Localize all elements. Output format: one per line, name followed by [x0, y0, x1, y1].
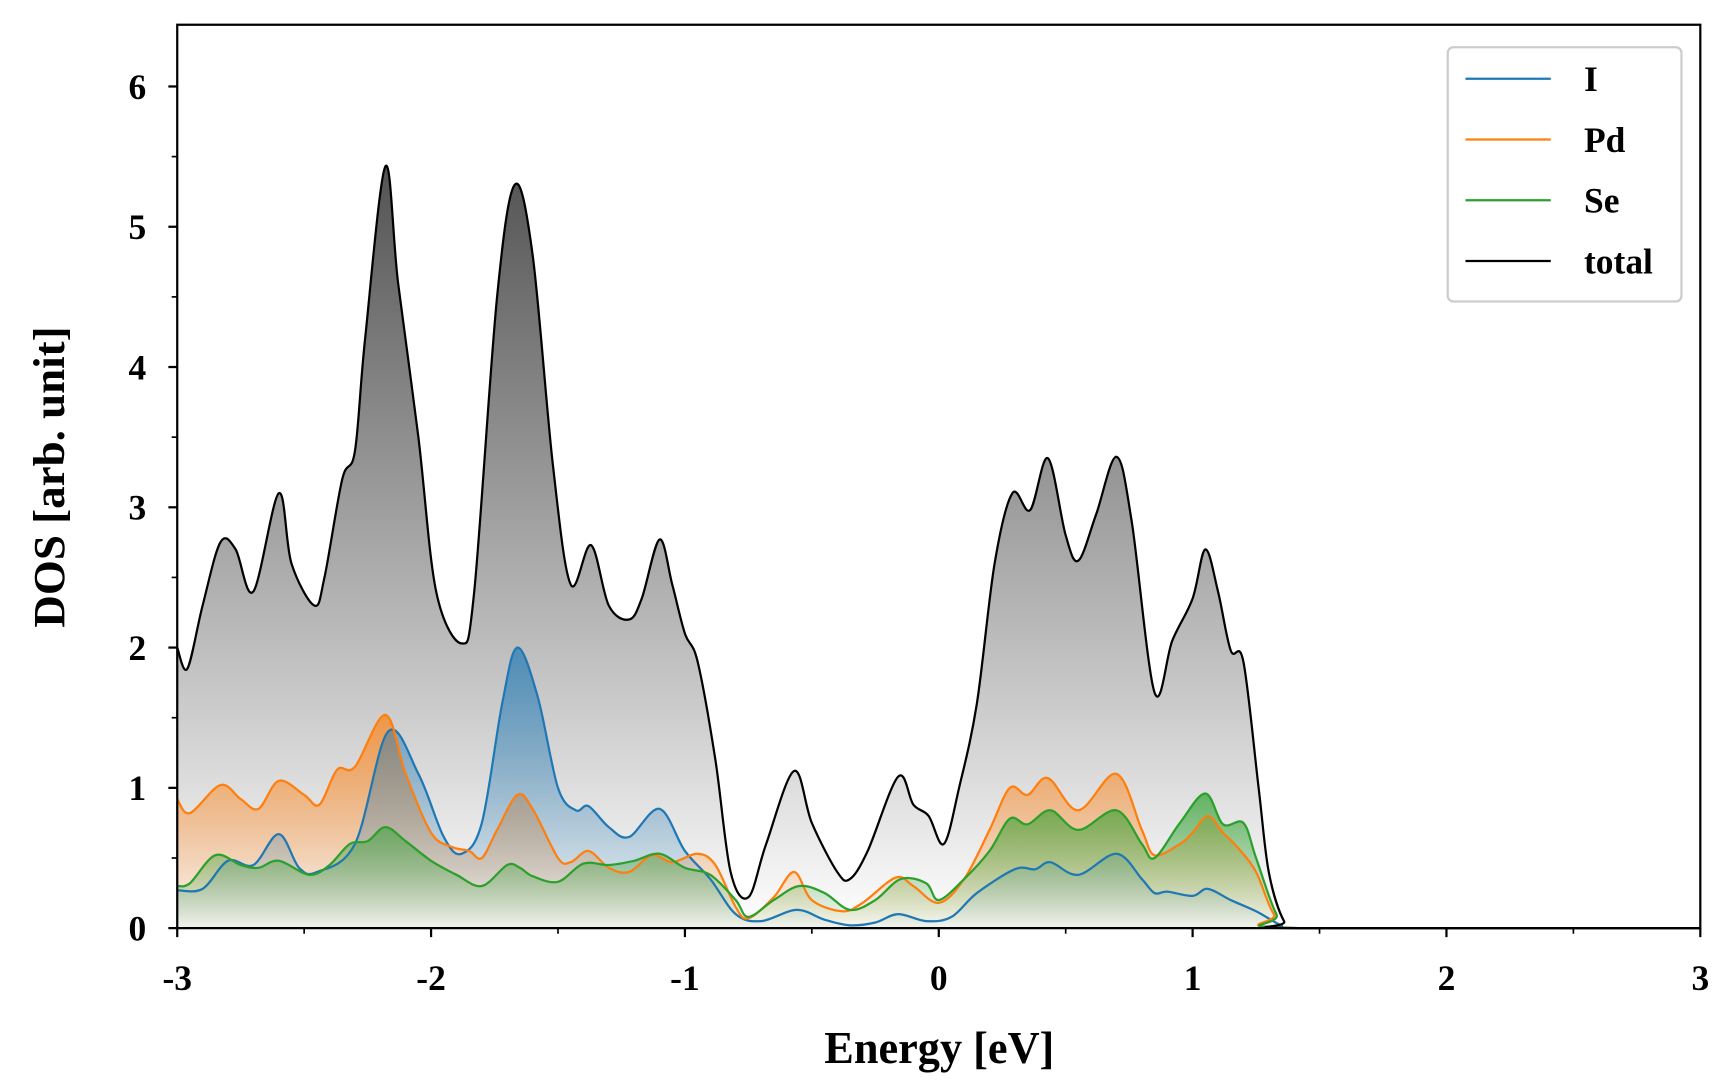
x-tick-label: 1 [1184, 958, 1202, 998]
line-pd [176, 713, 1701, 930]
y-tick-label: 4 [128, 347, 146, 387]
line-se [176, 792, 1701, 930]
y-axis-label: DOS [arb. unit] [25, 326, 75, 627]
x-tick-label: -1 [670, 958, 700, 998]
legend-box [1446, 46, 1683, 303]
series-lines [176, 164, 1701, 930]
legend-label-pd: Pd [1584, 120, 1625, 160]
line-total [176, 164, 1701, 930]
legend-label-se: Se [1584, 180, 1619, 220]
x-tick-label: 3 [1691, 958, 1709, 998]
legend-label-total: total [1584, 241, 1653, 281]
x-tick-label: 2 [1438, 958, 1456, 998]
y-tick-label: 1 [128, 768, 146, 808]
x-tick-label: 0 [930, 958, 948, 998]
y-tick-label: 2 [128, 628, 146, 668]
axis-ticks: -3 -2 -1 0 1 2 3 0 1 2 3 4 5 6 [128, 67, 1709, 998]
legend: I Pd Se total [1446, 46, 1683, 303]
x-tick-label: -2 [416, 958, 446, 998]
x-tick-label: -3 [162, 958, 192, 998]
y-tick-label: 0 [128, 908, 146, 948]
y-tick-label: 3 [128, 487, 146, 527]
y-tick-label: 5 [128, 207, 146, 247]
fill-total [177, 165, 1701, 929]
x-axis-label: Energy [eV] [824, 1023, 1054, 1073]
y-tick-label: 6 [128, 67, 146, 107]
fill-se [177, 793, 1701, 929]
legend-label-i: I [1584, 59, 1598, 99]
